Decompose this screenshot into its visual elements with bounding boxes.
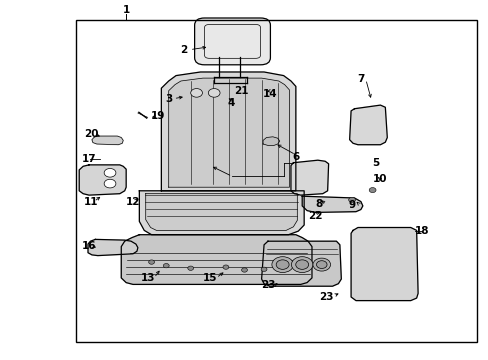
Text: 11: 11 [84,197,99,207]
Polygon shape [79,165,126,195]
Circle shape [190,89,202,97]
Circle shape [368,188,375,193]
Text: 12: 12 [126,197,141,207]
Text: 10: 10 [372,174,386,184]
Circle shape [295,260,308,269]
Polygon shape [168,78,289,187]
Text: 21: 21 [233,86,248,96]
Circle shape [148,260,154,264]
Circle shape [104,168,116,177]
Text: 17: 17 [82,154,97,164]
Polygon shape [349,105,386,145]
Text: 19: 19 [150,111,164,121]
Circle shape [223,265,228,269]
Circle shape [271,257,293,273]
Polygon shape [263,137,279,145]
FancyBboxPatch shape [194,18,270,65]
Text: 15: 15 [203,273,217,283]
Text: 14: 14 [263,89,277,99]
Circle shape [312,258,330,271]
Text: 8: 8 [315,199,322,210]
Circle shape [241,268,247,272]
Text: 5: 5 [372,158,379,168]
Polygon shape [92,136,123,145]
Bar [76,20,476,342]
Circle shape [276,260,288,269]
Text: 23: 23 [319,292,333,302]
Polygon shape [88,239,138,256]
Text: 20: 20 [84,129,99,139]
Polygon shape [261,241,341,286]
Text: 3: 3 [165,94,172,104]
Circle shape [316,261,326,269]
Text: 18: 18 [414,226,428,236]
Circle shape [104,179,116,188]
Circle shape [163,264,169,268]
Text: 4: 4 [227,98,234,108]
Circle shape [291,257,312,273]
Polygon shape [139,191,304,235]
Text: 6: 6 [292,152,299,162]
Text: 2: 2 [180,45,187,55]
Circle shape [261,267,266,271]
Polygon shape [121,235,311,284]
Polygon shape [290,160,328,195]
Polygon shape [350,228,417,301]
Circle shape [348,197,355,202]
Text: 1: 1 [122,5,129,15]
Text: 22: 22 [307,211,322,221]
Circle shape [208,89,220,97]
Text: 7: 7 [356,74,364,84]
Text: 23: 23 [260,280,275,290]
Circle shape [187,266,193,270]
Text: 13: 13 [140,273,155,283]
Polygon shape [302,196,362,212]
Polygon shape [145,194,297,230]
Text: 16: 16 [82,240,97,251]
Polygon shape [161,72,295,191]
Text: 9: 9 [348,200,355,210]
